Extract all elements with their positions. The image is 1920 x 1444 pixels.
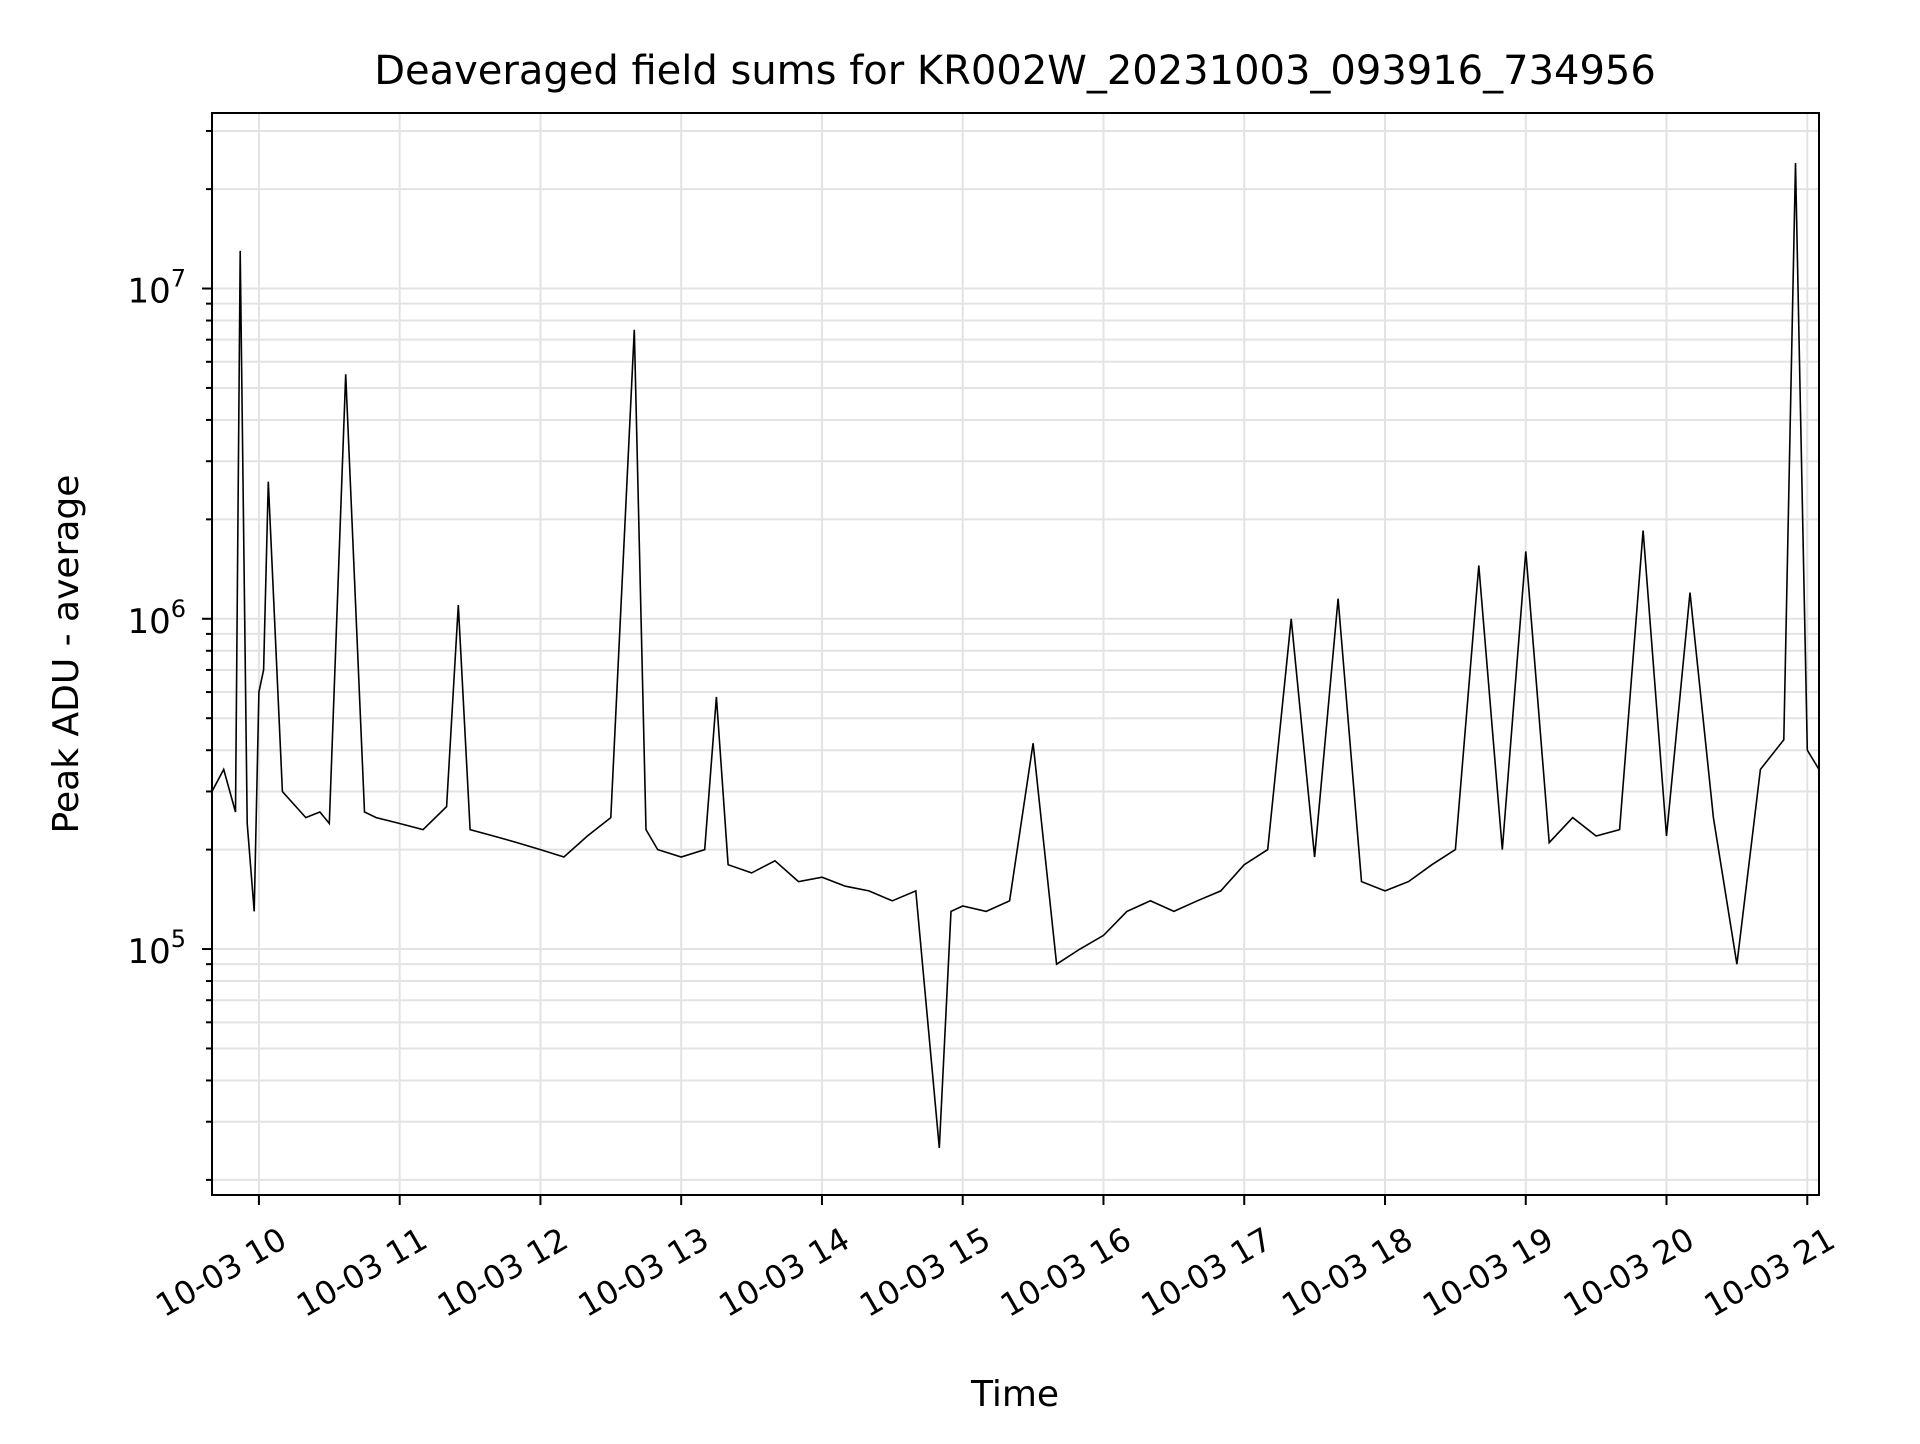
y-tick-exponent: 7: [171, 265, 186, 293]
y-tick-exponent: 5: [171, 925, 186, 953]
grid-lines: [212, 113, 1819, 1195]
y-tick-label: 107: [127, 265, 186, 312]
y-tick-base: 10: [127, 932, 170, 972]
y-tick-label: 105: [127, 925, 186, 972]
x-axis-label: Time: [970, 1374, 1059, 1415]
series-line: [212, 162, 1819, 1148]
y-tick-base: 10: [127, 272, 170, 312]
plot-area: [212, 162, 1819, 1148]
y-tick-label: 106: [127, 595, 186, 642]
y-tick-base: 10: [127, 602, 170, 642]
y-tick-exponent: 6: [171, 595, 186, 623]
chart-title: Deaveraged field sums for KR002W_2023100…: [374, 48, 1656, 94]
y-axis-label: Peak ADU - average: [46, 475, 87, 834]
plot-frame: [211, 112, 1820, 1196]
